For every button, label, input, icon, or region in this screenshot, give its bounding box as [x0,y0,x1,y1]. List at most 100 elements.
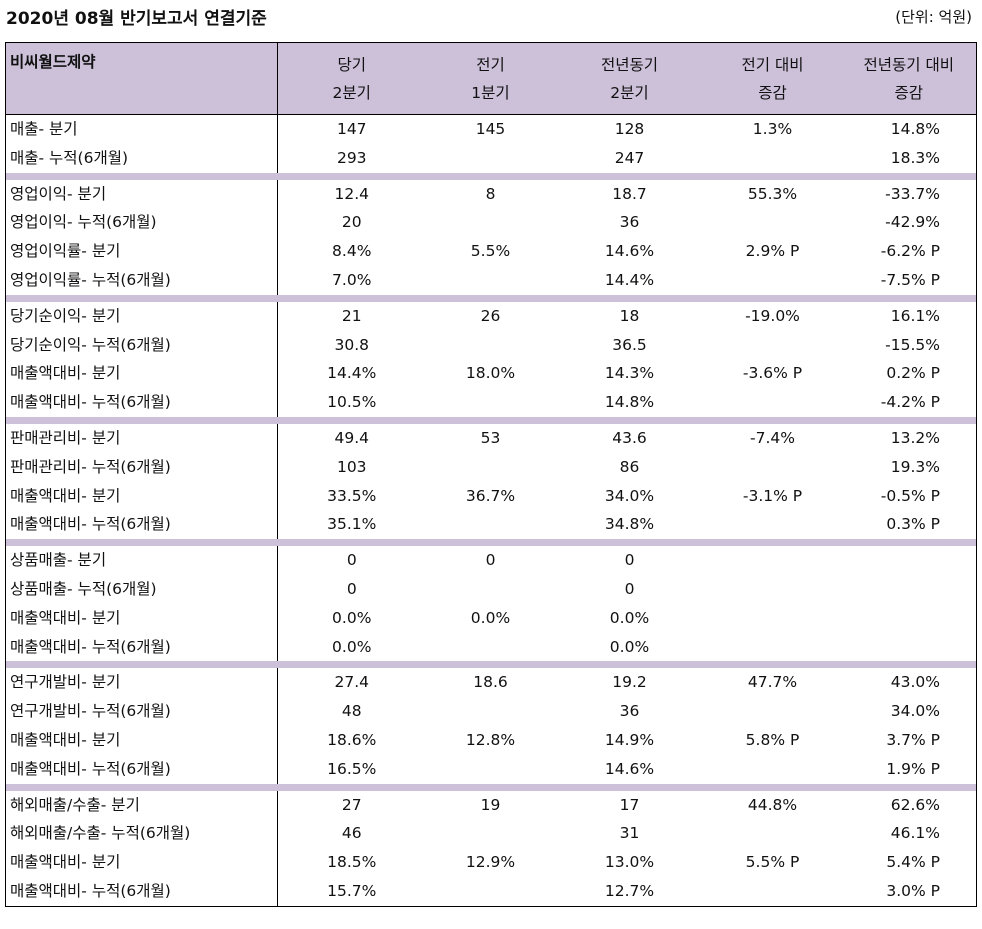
value-prior-year: 36 [556,208,704,237]
row-label: 판매관리비- 분기 [6,424,278,453]
separator-cell [278,295,426,302]
value-yoy-change: 46.1% [842,819,977,848]
row-label: 영업이익률- 분기 [6,237,278,266]
value-current: 14.4% [278,359,426,388]
value-qoq-change [704,604,842,633]
value-qoq-change [704,575,842,604]
value-qoq-change: -3.1% P [704,482,842,511]
group-separator [6,417,977,424]
value-previous [426,510,556,539]
value-current: 49.4 [278,424,426,453]
value-yoy-change [842,633,977,662]
value-previous [426,208,556,237]
value-qoq-change [704,819,842,848]
row-label: 연구개발비- 누적(6개월) [6,697,278,726]
table-row: 영업이익률- 누적(6개월) 7.0% 14.4% -7.5% P [6,266,977,295]
value-yoy-change: 14.8% [842,115,977,144]
value-previous: 26 [426,302,556,331]
separator-cell [556,661,704,668]
value-yoy-change: 62.6% [842,791,977,820]
row-label: 매출액대비- 누적(6개월) [6,755,278,784]
value-prior-year: 14.9% [556,726,704,755]
value-yoy-change: -4.2% P [842,388,977,417]
row-label: 당기순이익- 누적(6개월) [6,331,278,360]
financial-table: 비씨월드제약 당기 2분기 전기 1분기 전년동기 2분기 전기 대비 증감 전… [5,42,977,907]
value-prior-year: 31 [556,819,704,848]
separator-cell [426,661,556,668]
value-prior-year: 18 [556,302,704,331]
value-previous [426,633,556,662]
separator-cell [6,661,278,668]
value-current: 0.0% [278,604,426,633]
value-yoy-change: 3.0% P [842,877,977,906]
value-prior-year: 0.0% [556,604,704,633]
value-yoy-change [842,604,977,633]
value-current: 27.4 [278,668,426,697]
value-qoq-change: 47.7% [704,668,842,697]
table-row: 당기순이익- 분기 21 26 18 -19.0% 16.1% [6,302,977,331]
value-qoq-change [704,633,842,662]
value-current: 27 [278,791,426,820]
value-current: 18.6% [278,726,426,755]
table-row: 매출액대비- 누적(6개월) 0.0% 0.0% [6,633,977,662]
value-previous [426,755,556,784]
table-body: 매출- 분기 147 145 128 1.3% 14.8% 매출- 누적(6개월) 293 24… [6,115,977,907]
value-current: 21 [278,302,426,331]
value-qoq-change [704,877,842,906]
value-qoq-change: -3.6% P [704,359,842,388]
table-row: 영업이익- 분기 12.4 8 18.7 55.3% -33.7% [6,180,977,209]
separator-cell [556,784,704,791]
group-separator [6,661,977,668]
table-row: 매출액대비- 누적(6개월) 16.5% 14.6% 1.9% P [6,755,977,784]
value-qoq-change [704,144,842,173]
separator-cell [842,173,977,180]
value-previous: 36.7% [426,482,556,511]
row-label: 연구개발비- 분기 [6,668,278,697]
separator-cell [6,295,278,302]
value-yoy-change: 5.4% P [842,848,977,877]
value-prior-year: 14.6% [556,755,704,784]
value-prior-year: 86 [556,453,704,482]
value-current: 293 [278,144,426,173]
value-current: 35.1% [278,510,426,539]
value-qoq-change [704,388,842,417]
row-label: 매출액대비- 분기 [6,482,278,511]
separator-cell [278,539,426,546]
separator-cell [704,295,842,302]
value-yoy-change: 3.7% P [842,726,977,755]
separator-cell [6,784,278,791]
separator-cell [426,173,556,180]
value-prior-year: 14.6% [556,237,704,266]
value-qoq-change [704,510,842,539]
company-name: 비씨월드제약 [6,43,278,115]
value-current: 147 [278,115,426,144]
table-row: 매출- 분기 147 145 128 1.3% 14.8% [6,115,977,144]
value-prior-year: 14.4% [556,266,704,295]
separator-cell [278,173,426,180]
group-separator [6,539,977,546]
value-yoy-change: -33.7% [842,180,977,209]
col-header-line2: 증감 [704,79,842,107]
value-current: 8.4% [278,237,426,266]
col-header-line2: 증감 [842,79,977,107]
value-prior-year: 14.8% [556,388,704,417]
table-row: 해외매출/수출- 누적(6개월) 46 31 46.1% [6,819,977,848]
value-previous: 8 [426,180,556,209]
value-qoq-change [704,546,842,575]
separator-cell [842,539,977,546]
value-previous: 18.6 [426,668,556,697]
value-yoy-change: 43.0% [842,668,977,697]
value-current: 0.0% [278,633,426,662]
row-label: 매출액대비- 누적(6개월) [6,633,278,662]
value-current: 16.5% [278,755,426,784]
value-current: 48 [278,697,426,726]
separator-cell [278,661,426,668]
separator-cell [556,173,704,180]
value-yoy-change: 1.9% P [842,755,977,784]
value-qoq-change: 5.8% P [704,726,842,755]
separator-cell [556,539,704,546]
value-prior-year: 34.0% [556,482,704,511]
separator-cell [704,539,842,546]
table-row: 연구개발비- 분기 27.4 18.6 19.2 47.7% 43.0% [6,668,977,697]
value-yoy-change: 13.2% [842,424,977,453]
